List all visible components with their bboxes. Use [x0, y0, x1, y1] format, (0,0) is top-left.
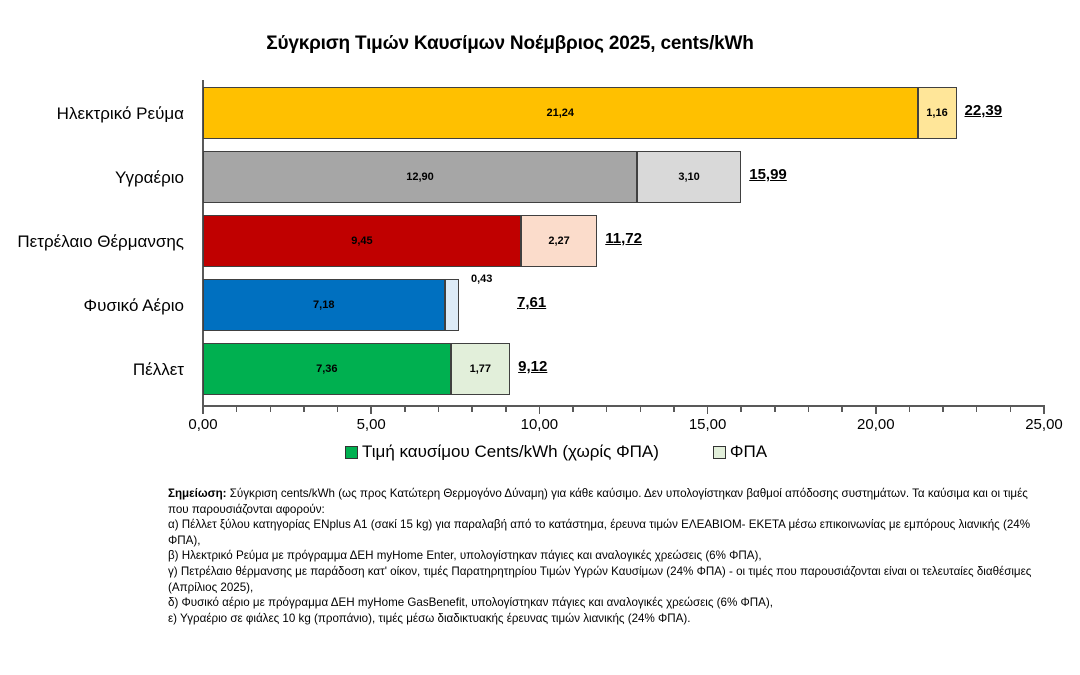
bar-segment-vat: 3,10 [636, 151, 742, 203]
total-value-label: 22,39 [964, 102, 1003, 119]
x-minor-tick [336, 407, 339, 412]
x-minor-tick [807, 407, 810, 412]
legend-item-base-price: Τιμή καυσίμου Cents/kWh (χωρίς ΦΠΑ) [345, 442, 659, 462]
footnote: Σημείωση: Σύγκριση cents/kWh (ως προς Κα… [168, 486, 1038, 626]
note-intro: Σημείωση: Σύγκριση cents/kWh (ως προς Κα… [168, 487, 1028, 516]
x-minor-tick [1009, 407, 1012, 412]
category-label: Πετρέλαιο Θέρμανσης [17, 232, 184, 251]
x-minor-tick [908, 407, 911, 412]
chart-title: Σύγκριση Τιμών Καυσίμων Νοέμβριος 2025, … [266, 33, 754, 54]
category-label: Υγραέριο [114, 168, 184, 187]
x-minor-tick [437, 407, 440, 412]
x-tick-label: 15,00 [688, 416, 727, 433]
bar-segment-base: 21,24 [203, 87, 918, 139]
x-major-tick [706, 407, 709, 414]
x-minor-tick [303, 407, 305, 412]
category-label: Ηλεκτρικό Ρεύμα [56, 104, 184, 123]
x-minor-tick [774, 407, 776, 412]
x-axis-line [202, 405, 1045, 407]
note-item: γ) Πετρέλαιο θέρμανσης με παράδοση κατ' … [168, 564, 1032, 594]
bar-segment-vat: 2,27 [520, 215, 598, 267]
category-label: Φυσικό Αέριο [83, 296, 184, 315]
x-minor-tick [605, 407, 608, 412]
x-minor-tick [841, 407, 843, 412]
bar-segment-base: 9,45 [203, 215, 521, 267]
x-major-tick [875, 407, 877, 414]
total-value-label: 9,12 [518, 358, 548, 375]
x-minor-tick [471, 407, 473, 412]
legend-swatch-icon [712, 445, 726, 459]
bar-segment-base: 12,90 [203, 151, 637, 203]
x-minor-tick [975, 407, 978, 412]
x-minor-tick [572, 407, 574, 412]
x-tick-label: 5,00 [356, 416, 386, 433]
note-item: β) Ηλεκτρικό Ρεύμα με πρόγραμμα ΔΕΗ myHo… [168, 549, 762, 563]
chart-plot-area: 0,00 5,00 10,00 15,00 20,00 25,00 Ηλεκτρικό Ρε… [17, 80, 1063, 433]
note-item: α) Πέλλετ ξύλου κατηγορίας ENplus A1 (σα… [168, 518, 1031, 547]
legend-label: Τιμή καυσίμου Cents/kWh (χωρίς ΦΠΑ) [362, 442, 659, 461]
x-major-tick [202, 407, 204, 414]
x-tick-label: 0,00 [188, 416, 218, 433]
x-minor-tick [639, 407, 642, 412]
x-minor-tick [404, 407, 406, 412]
x-tick-label: 10,00 [520, 416, 559, 433]
bar-segment-vat: 1,77 [450, 343, 511, 395]
x-minor-tick [269, 407, 272, 412]
bar-segment-vat [444, 279, 459, 331]
total-value-label: 11,72 [605, 230, 642, 247]
x-major-tick [538, 407, 541, 414]
total-value-label: 7,61 [517, 294, 547, 311]
category-label: Πέλλετ [132, 360, 184, 379]
x-minor-tick [235, 407, 238, 412]
vat-value-label: 0,43 [471, 273, 493, 285]
x-minor-tick [505, 407, 507, 412]
bar-segment-vat: 1,16 [917, 87, 957, 139]
bar-segment-base: 7,18 [203, 279, 445, 331]
note-heading: Σημείωση: [168, 487, 227, 500]
x-minor-tick [740, 407, 742, 412]
x-tick-label: 25,00 [1025, 416, 1063, 433]
note-item: ε) Υγραέριο σε φιάλες 10 kg (προπάνιο), … [168, 611, 691, 625]
x-major-tick [370, 407, 372, 414]
bar-segment-base: 7,36 [203, 343, 451, 395]
x-major-tick [1043, 407, 1045, 414]
legend-item-vat: ΦΠΑ [712, 442, 768, 462]
x-minor-tick [673, 407, 675, 412]
x-minor-tick [942, 407, 944, 412]
x-tick-label: 20,00 [857, 416, 895, 433]
legend-label: ΦΠΑ [729, 442, 768, 461]
legend-swatch-icon [345, 445, 358, 459]
legend: Τιμή καυσίμου Cents/kWh (χωρίς ΦΠΑ) ΦΠΑ [345, 442, 821, 462]
total-value-label: 15,99 [749, 166, 787, 183]
note-item: δ) Φυσικό αέριο με πρόγραμμα ΔΕΗ myHome … [168, 596, 773, 610]
